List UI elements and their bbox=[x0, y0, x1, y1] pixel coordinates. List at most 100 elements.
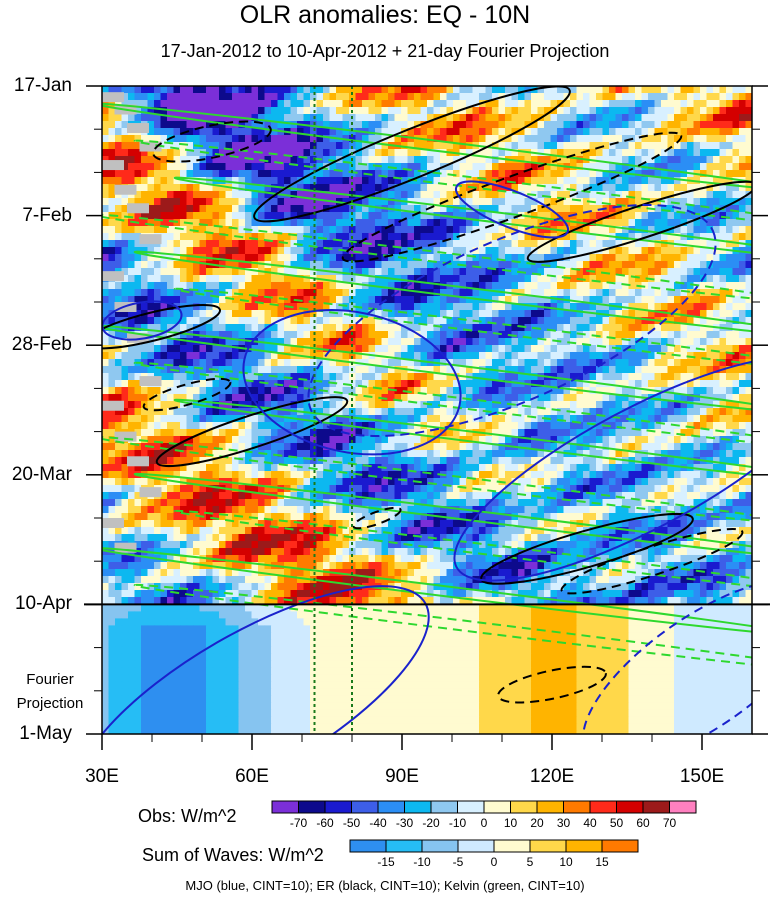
obs-cell bbox=[141, 100, 149, 108]
obs-cell bbox=[264, 100, 272, 108]
obs-cell bbox=[609, 366, 617, 374]
obs-cell bbox=[726, 296, 734, 304]
obs-cell bbox=[147, 261, 155, 269]
obs-cell bbox=[375, 296, 383, 304]
obs-cell bbox=[466, 107, 474, 115]
obs-cell bbox=[446, 219, 454, 227]
obs-cell bbox=[290, 247, 298, 255]
obs-cell bbox=[485, 233, 493, 241]
obs-cell bbox=[667, 387, 675, 395]
obs-cell bbox=[654, 415, 662, 423]
obs-cell bbox=[108, 422, 116, 430]
obs-cell bbox=[667, 205, 675, 213]
obs-cell bbox=[537, 324, 545, 332]
obs-cell bbox=[375, 303, 383, 311]
obs-cell bbox=[277, 121, 285, 129]
obs-cell bbox=[420, 128, 428, 136]
obs-cell bbox=[186, 191, 194, 199]
obs-cell bbox=[693, 149, 701, 157]
obs-cell bbox=[440, 142, 448, 150]
obs-cell bbox=[706, 282, 714, 290]
obs-cell bbox=[264, 317, 272, 325]
obs-cell bbox=[160, 114, 168, 122]
obs-cell bbox=[245, 324, 253, 332]
obs-cell bbox=[726, 345, 734, 353]
obs-cell bbox=[355, 163, 363, 171]
obs-cell bbox=[732, 366, 740, 374]
obs-cell bbox=[537, 429, 545, 437]
obs-cell bbox=[401, 177, 409, 185]
obs-cell bbox=[355, 135, 363, 143]
obs-cell bbox=[186, 296, 194, 304]
obs-cell bbox=[648, 233, 656, 241]
obs-cell bbox=[459, 310, 467, 318]
obs-cell bbox=[706, 170, 714, 178]
obs-cell bbox=[622, 149, 630, 157]
obs-cell bbox=[407, 289, 415, 297]
obs-cell bbox=[193, 261, 201, 269]
obs-cell bbox=[576, 401, 584, 409]
obs-cell bbox=[524, 170, 532, 178]
obs-cell bbox=[537, 415, 545, 423]
obs-cell bbox=[726, 310, 734, 318]
obs-cell bbox=[596, 191, 604, 199]
obs-cell bbox=[485, 394, 493, 402]
obs-cell bbox=[128, 170, 136, 178]
obs-cell bbox=[290, 359, 298, 367]
obs-cell bbox=[154, 401, 162, 409]
obs-cell bbox=[440, 275, 448, 283]
obs-cell bbox=[544, 310, 552, 318]
obs-cell bbox=[284, 135, 292, 143]
obs-cell bbox=[628, 149, 636, 157]
obs-cell bbox=[700, 107, 708, 115]
obs-cell bbox=[732, 163, 740, 171]
obs-cell bbox=[602, 191, 610, 199]
obs-cell bbox=[700, 149, 708, 157]
obs-cell bbox=[199, 219, 207, 227]
obs-cell bbox=[492, 156, 500, 164]
obs-cell bbox=[589, 289, 597, 297]
obs-cell bbox=[654, 247, 662, 255]
obs-cell bbox=[219, 149, 227, 157]
obs-cell bbox=[206, 303, 214, 311]
obs-cell bbox=[160, 352, 168, 360]
obs-cell bbox=[563, 121, 571, 129]
obs-cell bbox=[518, 184, 526, 192]
obs-cell bbox=[602, 128, 610, 136]
obs-cell bbox=[258, 219, 266, 227]
obs-cell bbox=[141, 422, 149, 430]
obs-cell bbox=[160, 184, 168, 192]
obs-cell bbox=[134, 156, 142, 164]
obs-cell bbox=[576, 121, 584, 129]
obs-cell bbox=[745, 422, 752, 430]
obs-cell bbox=[459, 240, 467, 248]
obs-cell bbox=[680, 198, 688, 206]
obs-cell bbox=[492, 303, 500, 311]
obs-cell bbox=[602, 394, 610, 402]
obs-cell bbox=[232, 394, 240, 402]
obs-cell bbox=[375, 240, 383, 248]
obs-cell bbox=[238, 338, 246, 346]
obs-cell bbox=[719, 394, 727, 402]
obs-cell bbox=[206, 93, 214, 101]
obs-cell bbox=[479, 247, 487, 255]
obs-cell bbox=[479, 338, 487, 346]
obs-cell bbox=[453, 100, 461, 108]
obs-cell bbox=[375, 359, 383, 367]
obs-cell bbox=[316, 93, 324, 101]
obs-cell bbox=[401, 142, 409, 150]
obs-cell bbox=[297, 156, 305, 164]
obs-cell bbox=[583, 422, 591, 430]
obs-cell bbox=[303, 247, 311, 255]
obs-cell bbox=[427, 86, 435, 94]
obs-cell bbox=[537, 268, 545, 276]
obs-cell bbox=[271, 268, 279, 276]
obs-cell bbox=[186, 268, 194, 276]
obs-cell bbox=[537, 317, 545, 325]
obs-cell bbox=[479, 289, 487, 297]
obs-cell bbox=[316, 121, 324, 129]
obs-cell bbox=[648, 303, 656, 311]
obs-cell bbox=[706, 219, 714, 227]
obs-cell bbox=[394, 114, 402, 122]
obs-cell bbox=[466, 429, 474, 437]
